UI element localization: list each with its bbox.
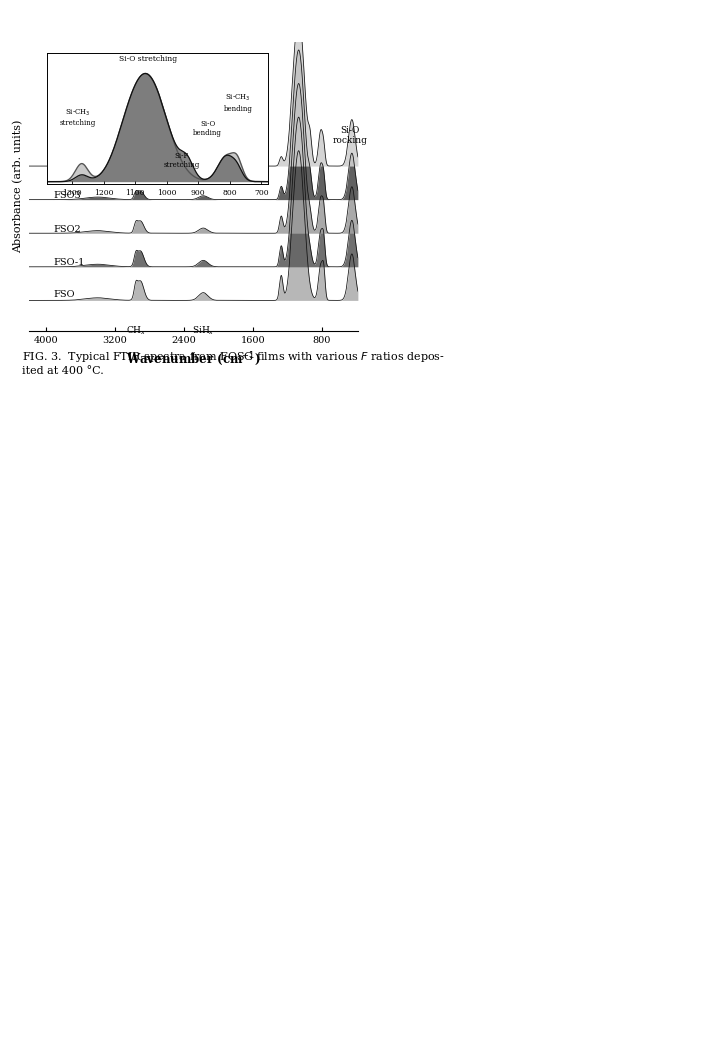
Text: Si-CH$_3$
bending: Si-CH$_3$ bending [224, 94, 252, 113]
Text: Si-O
bending: Si-O bending [193, 120, 222, 138]
Text: Si-F
stretching: Si-F stretching [163, 153, 200, 169]
Text: FSO-1: FSO-1 [53, 259, 85, 267]
Text: CH$_x$: CH$_x$ [127, 325, 147, 338]
Text: Si-O stretching: Si-O stretching [119, 55, 177, 63]
Text: FSO3: FSO3 [53, 190, 81, 200]
Y-axis label: Absorbance (arb. units): Absorbance (arb. units) [13, 120, 23, 254]
Text: FIG. 3.  Typical FTIR spectra from FOSG films with various $F$ ratios depos-
ite: FIG. 3. Typical FTIR spectra from FOSG f… [22, 350, 445, 376]
Text: Si-CH$_3$
stretching: Si-CH$_3$ stretching [60, 108, 96, 127]
Text: FSO: FSO [53, 290, 74, 299]
X-axis label: Wavenumber (cm$^{-1}$): Wavenumber (cm$^{-1}$) [126, 350, 261, 368]
Text: SiH$_x$: SiH$_x$ [192, 325, 215, 338]
Text: FSO2: FSO2 [53, 225, 81, 234]
Text: FSO4: FSO4 [53, 157, 81, 165]
Text: Si-O
rocking: Si-O rocking [333, 126, 368, 145]
